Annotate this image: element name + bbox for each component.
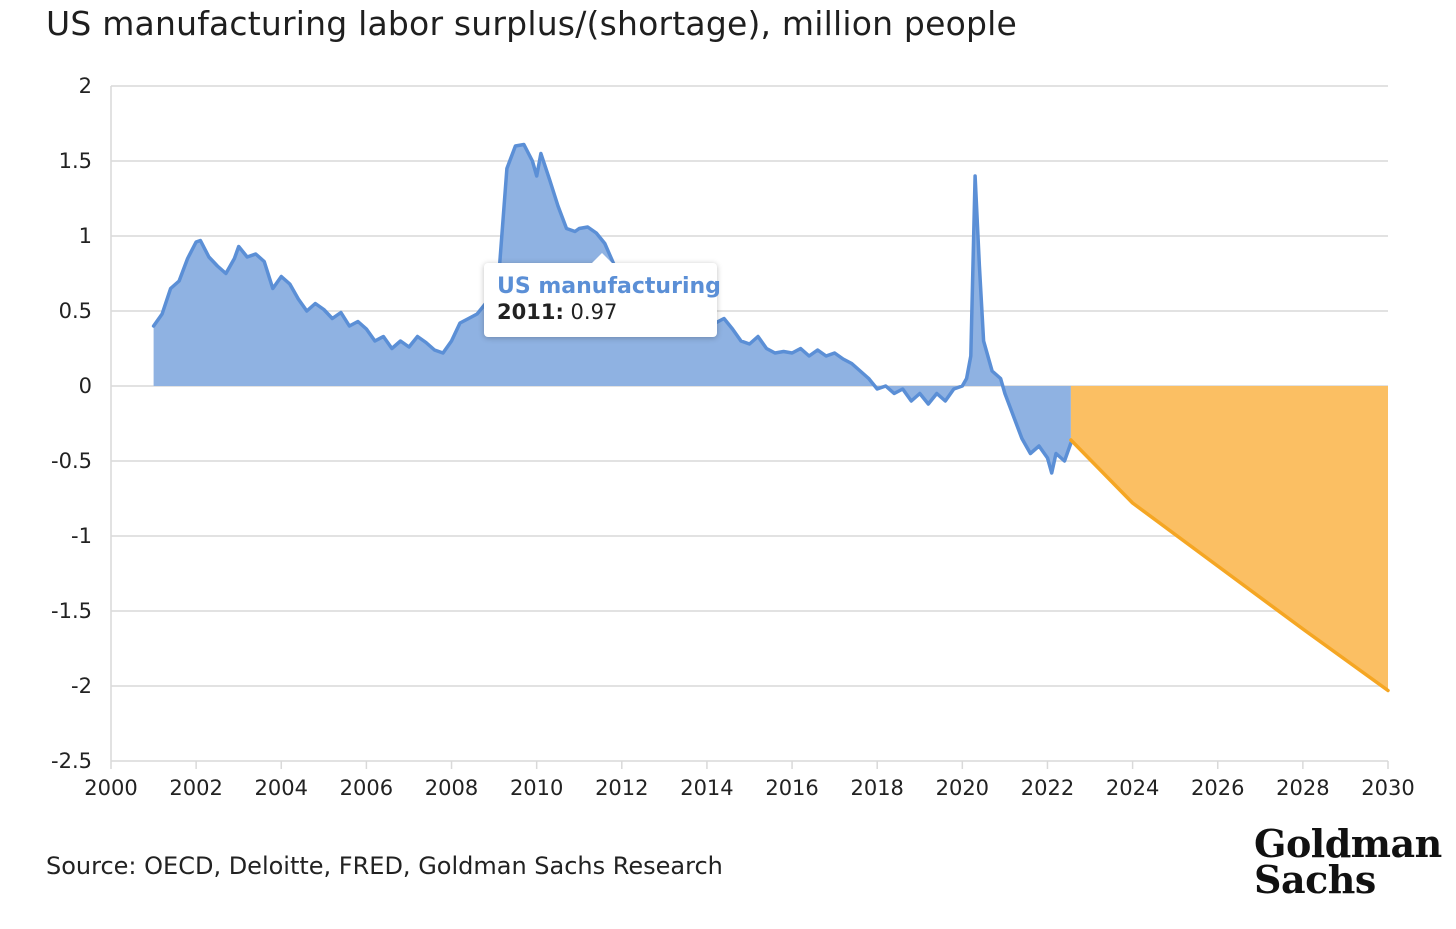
x-tick-label: 2024 [1106,776,1159,800]
y-tick-label: -2 [71,674,92,698]
x-tick-label: 2000 [84,776,137,800]
data-tooltip: US manufacturing 2011: 0.97 [484,253,721,337]
forecast-line [1069,438,1390,693]
tooltip-value: 0.97 [570,300,618,324]
x-tick-label: 2004 [255,776,308,800]
chart-areas [153,144,1388,691]
x-tick-label: 2008 [425,776,478,800]
gridlines [110,85,1389,769]
x-tick-label: 2018 [850,776,903,800]
x-tick-label: 2022 [1021,776,1074,800]
y-tick-label: 2 [79,74,92,98]
x-tick-label: 2002 [169,776,222,800]
logo-line-2: Sachs [1254,857,1376,902]
forecast-area [1070,386,1388,691]
x-tick-label: 2006 [340,776,393,800]
y-tick-label: -1 [71,524,92,548]
y-axis-ticks: 2 1.5 1 0.5 0 -0.5 -1 -1.5 -2 -2.5 [51,74,92,773]
y-tick-label: -0.5 [51,449,92,473]
source-note: Source: OECD, Deloitte, FRED, Goldman Sa… [46,852,723,880]
y-tick-label: 0 [79,374,92,398]
x-tick-label: 2012 [595,776,648,800]
y-tick-label: 1.5 [59,149,92,173]
goldman-sachs-logo: Goldman Sachs [1254,821,1442,902]
x-tick-label: 2010 [510,776,563,800]
y-tick-label: -2.5 [51,749,92,773]
x-tick-label: 2014 [680,776,733,800]
chart-title: US manufacturing labor surplus/(shortage… [46,4,1017,43]
tooltip-year: 2011: [497,300,564,324]
x-axis-ticks: 2000 2002 2004 2006 2008 2010 2012 2014 2016 2018… [84,776,1414,800]
x-tick-label: 2028 [1276,776,1329,800]
x-tick-label: 2026 [1191,776,1244,800]
x-tick-label: 2020 [936,776,989,800]
y-tick-label: -1.5 [51,599,92,623]
tooltip-arrow [592,253,612,263]
y-tick-label: 1 [79,224,92,248]
y-tick-label: 0.5 [59,299,92,323]
x-tick-label: 2030 [1361,776,1414,800]
tooltip-series-name: US manufacturing [497,274,721,299]
logo-line-1: Goldman [1254,821,1442,866]
tooltip-value-line: 2011: 0.97 [497,300,617,324]
x-tick-label: 2016 [765,776,818,800]
